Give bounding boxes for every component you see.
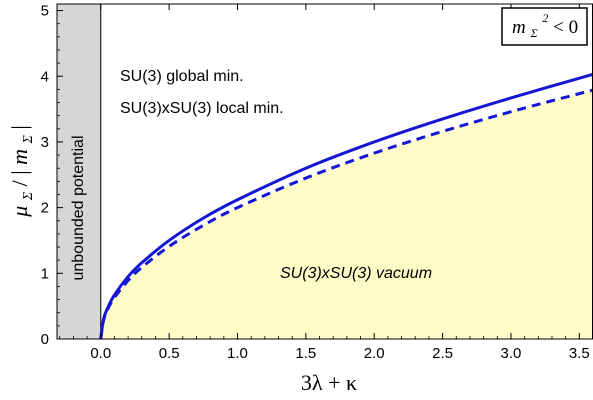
y-title-m-sub: Σ	[21, 134, 36, 144]
x-tick-label: 3.0	[501, 345, 522, 362]
y-title-mu: μ	[7, 206, 32, 218]
unbounded-region	[57, 4, 101, 339]
dashed-curve	[99, 88, 593, 340]
x-tick-label: 2.5	[432, 345, 453, 362]
legend-box: m Σ 2 < 0	[501, 6, 588, 46]
y-ticks: 0 1 2 3 4 5	[41, 3, 63, 348]
y-tick-label: 0	[41, 331, 49, 348]
y-title-mu-sub: Σ	[21, 191, 36, 201]
vacuum-region	[100, 90, 593, 339]
regions-layer	[57, 4, 593, 339]
y-title-slash: / |	[7, 170, 32, 186]
x-tick-label: 2.0	[364, 345, 385, 362]
y-title-m: m	[7, 149, 32, 165]
y-tick-label: 1	[41, 265, 49, 282]
legend-sub: Σ	[529, 26, 537, 40]
y-title-end: |	[7, 125, 32, 129]
y-tick-label: 3	[41, 134, 49, 151]
x-tick-label: 1.0	[227, 345, 248, 362]
y-tick-label: 2	[41, 200, 49, 217]
legend-m: m	[512, 17, 526, 38]
x-tick-label: 1.5	[295, 345, 316, 362]
x-tick-label: 0.5	[159, 345, 180, 362]
x-tick-label: 0.0	[90, 345, 111, 362]
svg-text:m Σ 2 < 0: m Σ 2 < 0	[512, 6, 578, 42]
legend-rel: < 0	[553, 17, 578, 38]
series-layer	[99, 72, 593, 340]
x-tick-label: 3.5	[569, 345, 590, 362]
su3xsu3-local-min-label: SU(3)xSU(3) local min.	[120, 100, 284, 117]
x-ticks: 0.0 0.5 1.0 1.5 2.0 2.5 3.0 3.5	[59, 4, 590, 362]
y-tick-label: 5	[41, 3, 49, 20]
legend-sup: 2	[542, 11, 548, 25]
unbounded-potential-label: unbounded potential	[70, 135, 87, 280]
x-axis-title: 3λ + κ	[301, 370, 357, 395]
su3-global-min-label: SU(3) global min.	[120, 68, 244, 85]
y-tick-label: 4	[41, 68, 49, 85]
y-axis-title: μ Σ / | m Σ |	[7, 125, 37, 218]
su3xsu3-vacuum-label: SU(3)xSU(3) vacuum	[280, 265, 432, 282]
